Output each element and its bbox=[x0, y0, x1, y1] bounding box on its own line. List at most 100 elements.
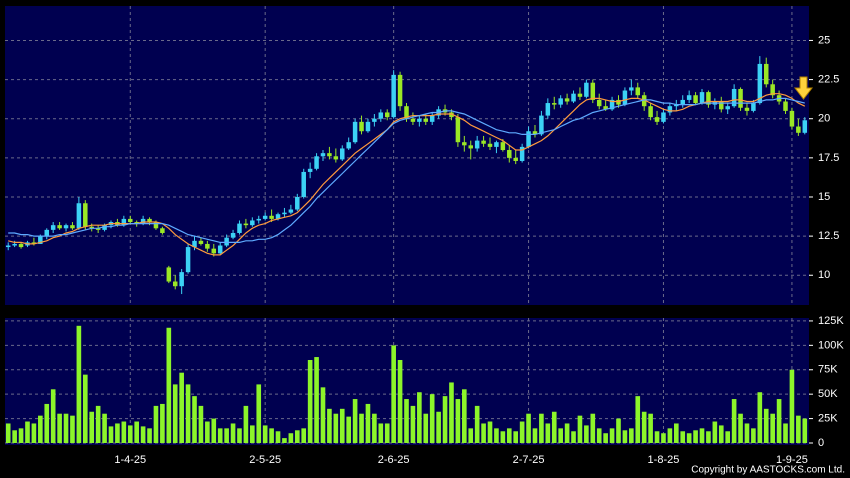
volume-bar bbox=[661, 433, 666, 443]
candle-body bbox=[83, 203, 88, 227]
x-tick-label: 2-5-25 bbox=[249, 454, 281, 466]
volume-bar bbox=[789, 369, 795, 443]
candle-body bbox=[629, 87, 634, 91]
candle-body bbox=[262, 215, 268, 219]
candle-body bbox=[121, 218, 127, 226]
candle-body bbox=[95, 228, 101, 230]
volume-bar bbox=[339, 408, 345, 443]
volume-bar bbox=[629, 428, 634, 443]
volume-bar bbox=[372, 413, 377, 443]
candle-body bbox=[654, 117, 660, 122]
candle-body bbox=[584, 82, 589, 97]
volume-bar bbox=[468, 428, 474, 443]
volume-bar bbox=[442, 396, 448, 443]
volume-bar bbox=[301, 428, 307, 443]
volume-bar bbox=[577, 415, 583, 443]
candle-body bbox=[719, 101, 724, 110]
candle-body bbox=[346, 142, 351, 149]
y-tick-label: 125K bbox=[818, 315, 844, 327]
candle-body bbox=[76, 203, 82, 229]
volume-bar bbox=[333, 413, 339, 443]
candle-body bbox=[641, 95, 647, 107]
candle-body bbox=[160, 228, 165, 233]
candle-body bbox=[462, 142, 467, 146]
candle-body bbox=[564, 98, 570, 102]
volume-bar bbox=[423, 413, 429, 443]
volume-bar bbox=[654, 431, 660, 443]
moving-average-line bbox=[8, 97, 805, 243]
candle-body bbox=[391, 74, 396, 118]
candle-body bbox=[609, 99, 615, 110]
volume-bar bbox=[783, 423, 788, 443]
volume-bar bbox=[564, 423, 570, 443]
volume-bar bbox=[153, 405, 159, 443]
candle-body bbox=[18, 243, 24, 248]
volume-bar bbox=[160, 403, 165, 443]
volume-bar bbox=[417, 392, 422, 443]
candle-body bbox=[429, 115, 435, 122]
volume-bar bbox=[391, 345, 396, 443]
volume-bar bbox=[31, 423, 37, 443]
candle-body bbox=[603, 106, 608, 110]
candle-body bbox=[616, 99, 621, 105]
candle-body bbox=[147, 218, 152, 223]
volume-bar bbox=[307, 359, 313, 443]
volume-bar bbox=[224, 428, 229, 443]
candle-body bbox=[230, 232, 236, 238]
plot-layer: 1-4-25 2-5-25 2-6-25 2-7-25 1-8-25 1-9-25 10 12… bbox=[5, 6, 844, 466]
candle-body bbox=[269, 215, 274, 219]
volume-bar bbox=[50, 389, 56, 443]
volume-bar bbox=[751, 428, 756, 443]
volume-bar bbox=[63, 413, 69, 443]
volume-bar bbox=[70, 415, 75, 443]
volume-bar bbox=[288, 433, 294, 443]
volume-bar bbox=[596, 428, 602, 443]
candle-body bbox=[372, 118, 377, 122]
y-tick-label: 0 bbox=[818, 437, 824, 449]
volume-bar bbox=[89, 411, 95, 443]
volume-bar bbox=[256, 384, 262, 443]
volume-bar bbox=[134, 421, 140, 443]
candle-body bbox=[63, 225, 69, 229]
volume-bar bbox=[603, 433, 608, 443]
volume-bar bbox=[744, 423, 750, 443]
candle-body bbox=[648, 106, 653, 118]
volume-bar bbox=[108, 426, 114, 443]
candle-body bbox=[211, 248, 217, 254]
candle-body bbox=[50, 225, 56, 230]
candle-body bbox=[577, 93, 583, 97]
volume-bar bbox=[314, 357, 319, 443]
volume-bar bbox=[462, 389, 467, 443]
volume-bar bbox=[635, 396, 641, 443]
volume-bar bbox=[397, 359, 403, 443]
volume-bar bbox=[198, 405, 204, 443]
candle-body bbox=[449, 112, 454, 118]
candle-body bbox=[314, 156, 319, 169]
volume-bar bbox=[699, 428, 705, 443]
volume-bar bbox=[294, 430, 300, 443]
candle-body bbox=[301, 171, 306, 197]
candle-body bbox=[217, 245, 223, 254]
candle-body bbox=[596, 99, 602, 107]
candle-body bbox=[674, 104, 679, 107]
volume-bar bbox=[551, 411, 557, 443]
volume-bar bbox=[558, 428, 563, 443]
volume-bar bbox=[763, 408, 769, 443]
volume-bar bbox=[5, 423, 11, 443]
candle-body bbox=[179, 272, 184, 287]
volume-bar bbox=[250, 425, 255, 443]
volume-bar bbox=[526, 413, 531, 443]
candle-body bbox=[256, 218, 261, 221]
volume-bar bbox=[718, 425, 724, 443]
y-tick-label: 50K bbox=[818, 388, 838, 400]
candle-body bbox=[693, 95, 698, 104]
y-tick-label: 20 bbox=[818, 113, 830, 125]
candle-body bbox=[224, 237, 229, 246]
candle-body bbox=[307, 168, 313, 172]
y-tick-label: 25 bbox=[818, 34, 830, 46]
volume-bar bbox=[185, 384, 191, 443]
volume-bar bbox=[378, 423, 384, 443]
candle-body bbox=[706, 92, 711, 105]
candle-body bbox=[507, 150, 512, 158]
